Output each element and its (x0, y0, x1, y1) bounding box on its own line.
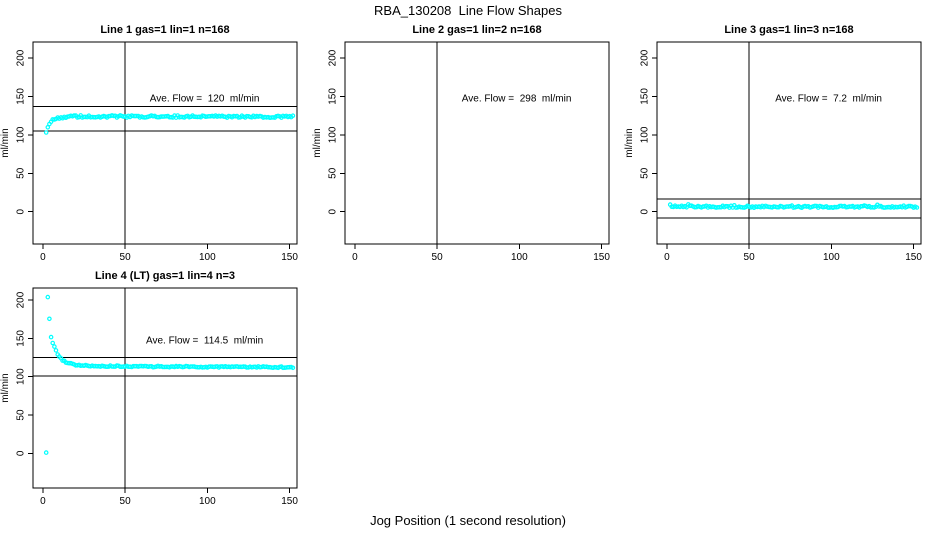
panel-3-title: Line 3 gas=1 lin=3 n=168 (724, 24, 854, 36)
data-points (43, 294, 296, 455)
panel-4-plot-area: 0 50 100 150 0 50 100 150 200 (16, 287, 298, 507)
shared-x-axis-label: Jog Position (1 second resolution) (370, 513, 566, 528)
panel-2-plot-area: 0 50 100 150 0 50 100 150 200 (328, 41, 610, 263)
panel-line-4: Line 4 (LT) gas=1 lin=4 n=3 ml/min 0 50 10… (0, 270, 298, 507)
panel-1-plot-area: 0 50 100 150 0 50 100 150 200 (16, 41, 298, 263)
y-tick-label: 0 (16, 450, 27, 456)
y-tick-label: 100 (16, 126, 27, 143)
y-tick-label: 150 (16, 88, 27, 105)
y-tick-label: 50 (16, 167, 27, 179)
x-tick-label: 150 (281, 496, 298, 507)
y-tick-label: 0 (640, 208, 651, 214)
y-tick-label: 200 (640, 49, 651, 66)
panel-2-ave-flow-annotation: Ave. Flow = 298 ml/min (461, 93, 572, 105)
panel-3-plot-area: 0 50 100 150 0 50 100 150 200 (640, 41, 922, 263)
x-tick-label: 50 (120, 252, 132, 263)
panel-2-title: Line 2 gas=1 lin=2 n=168 (412, 24, 542, 36)
panel-4-ave-flow-annotation: Ave. Flow = 114.5 ml/min (146, 335, 264, 347)
y-tick-label: 150 (16, 330, 27, 347)
x-tick-label: 150 (593, 252, 610, 263)
y-tick-label: 50 (640, 167, 651, 179)
panel-3-y-axis-label: ml/min (624, 128, 635, 158)
x-tick-label: 50 (120, 496, 132, 507)
x-tick-label: 0 (664, 252, 670, 263)
x-tick-label: 100 (511, 252, 528, 263)
y-tick-label: 200 (328, 49, 339, 66)
panel-line-3: Line 3 gas=1 lin=3 n=168 ml/min 0 50 100 15… (624, 24, 922, 263)
y-tick-label: 50 (328, 167, 339, 179)
figure-title: RBA_130208 Line Flow Shapes (374, 3, 562, 18)
panel-1-y-axis-label: ml/min (0, 128, 11, 158)
panel-1-title: Line 1 gas=1 lin=1 n=168 (100, 24, 230, 36)
y-tick-label: 0 (328, 208, 339, 214)
data-points (667, 202, 920, 211)
y-tick-label: 100 (16, 368, 27, 385)
y-tick-label: 0 (16, 208, 27, 214)
y-tick-label: 100 (328, 126, 339, 143)
x-tick-label: 100 (823, 252, 840, 263)
panel-1-ave-flow-annotation: Ave. Flow = 120 ml/min (149, 93, 260, 105)
x-tick-label: 0 (352, 252, 358, 263)
x-tick-label: 50 (432, 252, 444, 263)
plot-border (656, 41, 922, 245)
x-tick-label: 50 (744, 252, 756, 263)
y-tick-label: 100 (640, 126, 651, 143)
panel-line-2: Line 2 gas=1 lin=2 n=168 ml/min 0 50 100 15… (312, 24, 610, 263)
plot-border (344, 41, 610, 245)
x-tick-label: 0 (40, 252, 46, 263)
x-tick-label: 100 (199, 252, 216, 263)
y-tick-label: 150 (640, 88, 651, 105)
panel-3-ave-flow-annotation: Ave. Flow = 7.2 ml/min (775, 93, 882, 105)
x-tick-label: 0 (40, 496, 46, 507)
x-tick-label: 150 (905, 252, 922, 263)
panel-2-y-axis-label: ml/min (312, 128, 323, 158)
panel-line-1: Line 1 gas=1 lin=1 n=168 ml/min 0 50 100 15… (0, 24, 298, 263)
plot-border (32, 287, 298, 489)
x-tick-label: 150 (281, 252, 298, 263)
panel-4-title: Line 4 (LT) gas=1 lin=4 n=3 (94, 270, 236, 282)
y-tick-label: 50 (16, 409, 27, 421)
panel-4-y-axis-label: ml/min (0, 373, 11, 403)
y-tick-label: 150 (328, 88, 339, 105)
plot-border (32, 41, 298, 245)
y-tick-label: 200 (16, 291, 27, 308)
y-tick-label: 200 (16, 49, 27, 66)
data-points (43, 113, 296, 135)
x-tick-label: 100 (199, 496, 216, 507)
